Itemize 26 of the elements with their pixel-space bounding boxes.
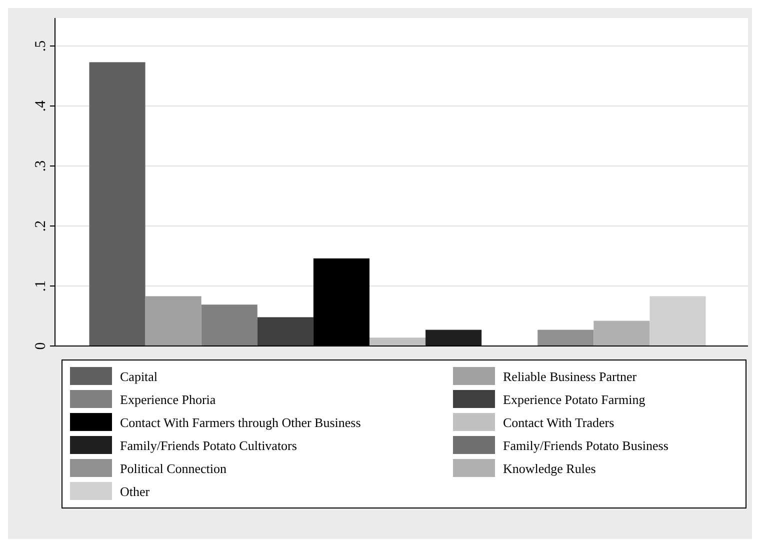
legend-label: Other <box>120 484 150 499</box>
legend-label: Contact With Traders <box>503 415 614 430</box>
bar <box>538 330 594 346</box>
bar <box>89 62 146 346</box>
y-tick-label: .5 <box>33 40 49 52</box>
bar <box>201 304 258 346</box>
bar <box>257 317 314 346</box>
y-tick-label: .4 <box>33 100 49 112</box>
y-tick-label: .2 <box>33 220 49 232</box>
legend-label: Reliable Business Partner <box>503 369 638 384</box>
bar <box>369 338 426 346</box>
legend-label: Capital <box>120 369 158 384</box>
legend-label: Family/Friends Potato Business <box>503 438 668 453</box>
legend-label: Experience Potato Farming <box>503 392 646 407</box>
bar <box>650 296 706 346</box>
bar <box>594 320 650 346</box>
legend-label: Contact With Farmers through Other Business <box>120 415 361 430</box>
bar <box>426 330 482 346</box>
legend-label: Experience Phoria <box>120 392 216 407</box>
legend-label: Political Connection <box>120 461 228 476</box>
bar <box>145 296 202 346</box>
legend-label: Family/Friends Potato Cultivators <box>120 438 297 453</box>
y-tick-label: 0 <box>33 342 49 350</box>
legend-label: Knowledge Rules <box>503 461 596 476</box>
y-tick-label: .3 <box>33 160 49 172</box>
y-tick-label: .1 <box>33 280 49 292</box>
